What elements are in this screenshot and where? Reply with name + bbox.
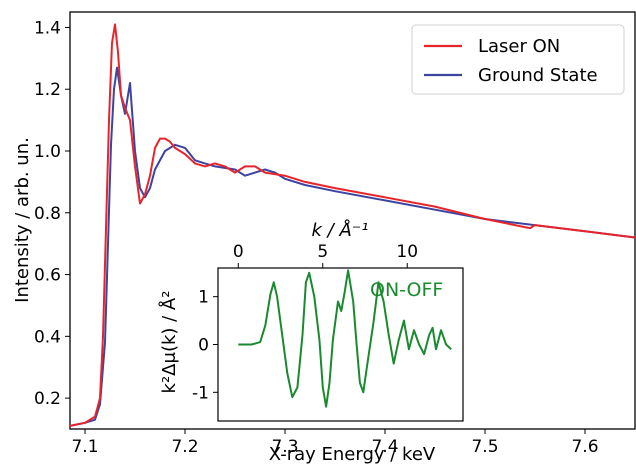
x-tick-label: 7.6: [571, 437, 598, 457]
x-tick-label: 7.4: [371, 437, 398, 457]
y-tick-label: 0.8: [34, 204, 61, 224]
inset-plot: 0 5 10 -1 0 1 k / Å⁻¹ k²Δμ(k) / Å² ON-OFF: [158, 219, 464, 422]
x-tick-label: 7.5: [471, 437, 498, 457]
legend-label-ground-state: Ground State: [478, 65, 598, 86]
x-axis-label: X-ray Energy / keV: [269, 444, 436, 465]
on-off-difference-line: [238, 269, 452, 408]
legend-box: [411, 24, 625, 95]
ground-state-line: [69, 66, 636, 427]
inset-y-axis-label: k²Δμ(k) / Å²: [158, 291, 180, 394]
x-tick-label: 7.3: [271, 437, 298, 457]
inset-axis-ticks: 0 5 10 -1 0 1: [192, 242, 418, 403]
y-tick-label: 0.2: [34, 389, 61, 409]
inset-x-tick-label: 10: [396, 242, 418, 262]
inset-series: [238, 269, 452, 408]
y-tick-label: 0.4: [34, 327, 61, 347]
main-plot-frame: [69, 11, 636, 430]
legend-label-laser-on: Laser ON: [478, 36, 560, 57]
laser-on-line: [69, 23, 636, 427]
inset-x-axis-label: k / Å⁻¹: [312, 219, 369, 241]
x-tick-label: 7.1: [71, 437, 98, 457]
y-tick-label: 1.4: [34, 18, 61, 38]
main-series: [69, 23, 636, 427]
inset-y-tick-label: 0: [198, 336, 209, 356]
main-axis-ticks: 7.1 7.2 7.3 7.4 7.5 7.6 0.2 0.4 0.6 0.8 1.0 1.2 1.4: [34, 18, 599, 457]
inset-y-tick-label: 1: [198, 288, 209, 308]
y-tick-label: 1.0: [34, 142, 61, 162]
inset-background: [218, 268, 463, 421]
inset-x-tick-label: 5: [317, 242, 328, 262]
inset-annotation-on-off: ON-OFF: [370, 279, 443, 301]
y-axis-label: Intensity / arb. un.: [12, 137, 33, 303]
y-tick-label: 1.2: [34, 80, 61, 100]
x-tick-label: 7.2: [171, 437, 198, 457]
main-plot: 7.1 7.2 7.3 7.4 7.5 7.60.20.40.60.81.01.21.4 …: [12, 11, 636, 465]
legend: Laser ON Ground State: [411, 24, 625, 95]
inset-x-tick-label: 0: [233, 242, 244, 262]
y-tick-label: 0.6: [34, 266, 61, 286]
inset-y-tick-label: -1: [192, 383, 209, 403]
